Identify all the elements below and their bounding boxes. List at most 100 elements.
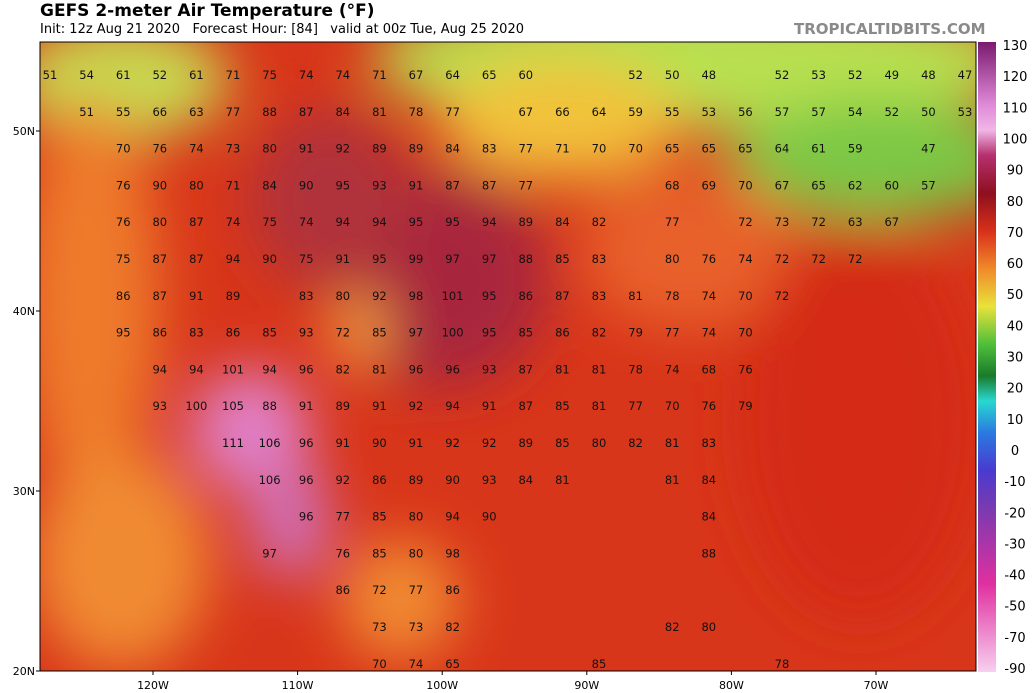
temperature-label: 85 [592,657,607,671]
temperature-label: 84 [701,510,716,524]
colorbar-label: 60 [1007,257,1024,272]
temperature-label: 67 [518,105,533,119]
temperature-label: 59 [848,142,863,156]
temperature-label: 54 [848,105,863,119]
temperature-label: 83 [189,326,204,340]
temperature-label: 111 [222,436,244,450]
temperature-label: 89 [409,473,424,487]
temperature-label: 87 [299,105,314,119]
temperature-label: 52 [152,68,167,82]
temperature-label: 90 [372,436,387,450]
temperature-label: 79 [738,399,753,413]
temperature-label: 86 [152,326,167,340]
temperature-label: 75 [262,215,277,229]
temperature-label: 91 [372,399,387,413]
temperature-label: 65 [701,142,716,156]
temperature-label: 71 [226,68,241,82]
colorbar-label: -70 [1004,631,1025,646]
temperature-label: 81 [372,362,387,376]
temperature-label: 87 [482,178,497,192]
temperature-label: 83 [592,289,607,303]
temperature-label: 77 [409,583,424,597]
temperature-label: 94 [445,510,460,524]
temperature-label: 52 [884,105,899,119]
title: GEFS 2-meter Air Temperature (°F) [40,1,375,21]
colorbar-label: 130 [1003,39,1028,54]
temperature-label: 52 [848,68,863,82]
temperature-label: 85 [555,436,570,450]
temperature-label: 80 [409,546,424,560]
temperature-label: 87 [555,289,570,303]
temperature-label: 74 [665,362,680,376]
temperature-label: 85 [372,546,387,560]
temperature-label: 53 [701,105,716,119]
temperature-label: 106 [259,473,281,487]
temperature-label: 74 [701,326,716,340]
temperature-label: 97 [482,252,497,266]
temperature-label: 86 [372,473,387,487]
temperature-label: 88 [262,105,277,119]
temperature-label: 92 [335,473,350,487]
temperature-label: 75 [116,252,131,266]
colorbar-label: -90 [1004,662,1025,677]
temperature-label: 70 [738,326,753,340]
temperature-field [40,42,976,671]
longitude-label: 100W [426,679,458,692]
temperature-label: 96 [299,362,314,376]
temperature-label: 64 [592,105,607,119]
temperature-label: 81 [555,362,570,376]
temperature-label: 70 [372,657,387,671]
temperature-label: 85 [555,252,570,266]
temperature-label: 77 [518,178,533,192]
map-frame [39,41,977,672]
temperature-label: 76 [152,142,167,156]
temperature-label: 47 [921,142,936,156]
temperature-label: 51 [43,68,58,82]
temperature-label: 74 [409,657,424,671]
temperature-label: 97 [262,546,277,560]
temperature-label: 95 [482,326,497,340]
temperature-label: 93 [299,326,314,340]
temperature-label: 86 [226,326,241,340]
temperature-label: 78 [665,289,680,303]
temperature-label: 87 [152,252,167,266]
temperature-label: 84 [262,178,277,192]
temperature-label: 57 [811,105,826,119]
temperature-label: 81 [555,473,570,487]
temperature-label: 80 [152,215,167,229]
temperature-label: 74 [738,252,753,266]
temperature-label: 94 [445,399,460,413]
temperature-label: 101 [222,362,244,376]
temperature-label: 60 [884,178,899,192]
temperature-label: 84 [701,473,716,487]
temperature-label: 81 [592,362,607,376]
latitude-label: 40N [13,305,35,318]
temperature-label: 76 [701,399,716,413]
temperature-label: 91 [189,289,204,303]
temperature-label: 101 [442,289,464,303]
temperature-label: 76 [116,178,131,192]
temperature-label: 75 [299,252,314,266]
temperature-label: 96 [299,473,314,487]
temperature-label: 77 [226,105,241,119]
temperature-label: 65 [665,142,680,156]
temperature-label: 77 [665,326,680,340]
temperature-label: 74 [226,215,241,229]
temperature-label: 59 [628,105,643,119]
temperature-label: 73 [372,620,387,634]
temperature-label: 91 [299,399,314,413]
temperature-label: 76 [738,362,753,376]
temperature-label: 74 [299,68,314,82]
temperature-label: 86 [445,583,460,597]
temperature-label: 83 [482,142,497,156]
colorbar-label: -20 [1004,506,1025,521]
temperature-label: 95 [445,215,460,229]
temperature-label: 56 [738,105,753,119]
temperature-label: 70 [116,142,131,156]
temperature-label: 68 [665,178,680,192]
temperature-label: 92 [482,436,497,450]
temperature-label: 87 [189,252,204,266]
temperature-label: 97 [409,326,424,340]
temperature-label: 50 [921,105,936,119]
